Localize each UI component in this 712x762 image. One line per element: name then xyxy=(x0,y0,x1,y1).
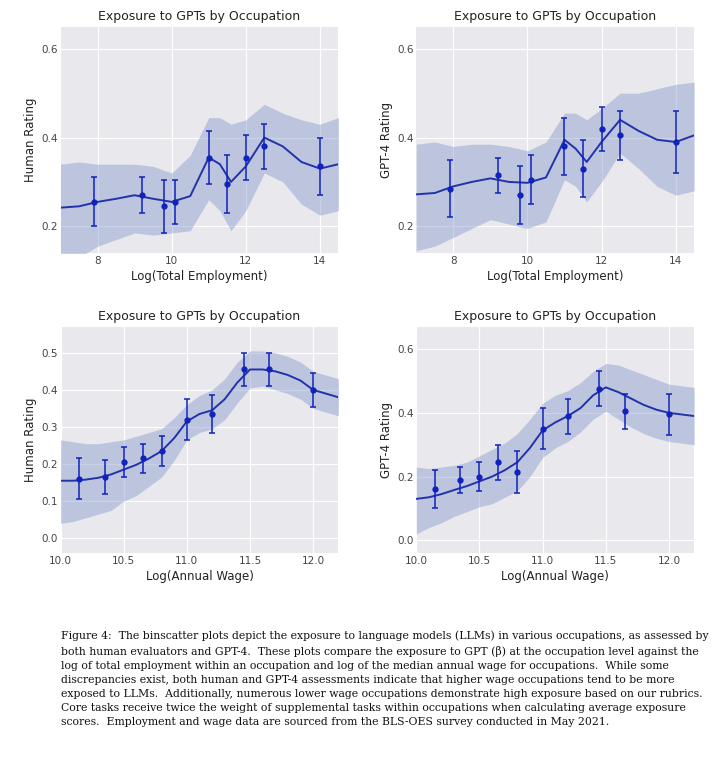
Y-axis label: GPT-4 Rating: GPT-4 Rating xyxy=(379,402,393,478)
X-axis label: Log(Annual Wage): Log(Annual Wage) xyxy=(501,570,609,583)
Y-axis label: Human Rating: Human Rating xyxy=(24,398,37,482)
Y-axis label: Human Rating: Human Rating xyxy=(24,98,37,182)
Title: Exposure to GPTs by Occupation: Exposure to GPTs by Occupation xyxy=(454,10,656,23)
Title: Exposure to GPTs by Occupation: Exposure to GPTs by Occupation xyxy=(98,10,300,23)
Text: Figure 4:  The binscatter plots depict the exposure to language models (LLMs) in: Figure 4: The binscatter plots depict th… xyxy=(61,631,708,727)
X-axis label: Log(Total Employment): Log(Total Employment) xyxy=(487,270,624,283)
Title: Exposure to GPTs by Occupation: Exposure to GPTs by Occupation xyxy=(454,310,656,323)
X-axis label: Log(Annual Wage): Log(Annual Wage) xyxy=(145,570,253,583)
X-axis label: Log(Total Employment): Log(Total Employment) xyxy=(131,270,268,283)
Title: Exposure to GPTs by Occupation: Exposure to GPTs by Occupation xyxy=(98,310,300,323)
Y-axis label: GPT-4 Rating: GPT-4 Rating xyxy=(379,101,393,178)
